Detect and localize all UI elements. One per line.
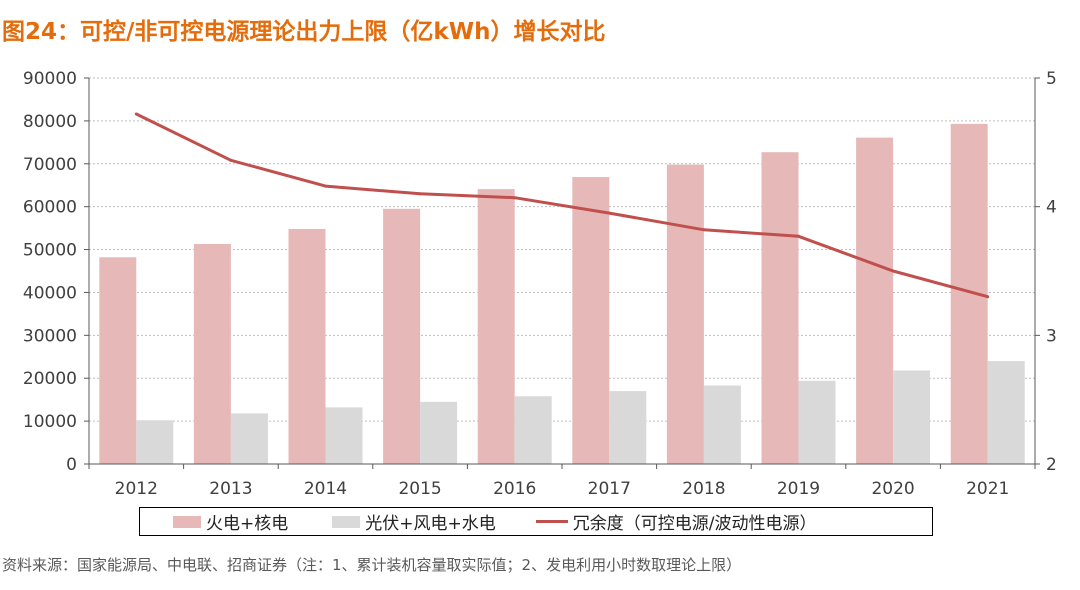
legend-swatch-renewables xyxy=(332,515,361,528)
point-redundancy xyxy=(702,228,706,232)
bar-renewables xyxy=(987,361,1025,464)
point-redundancy xyxy=(797,234,800,238)
right-axis-tick-label: 5 xyxy=(1046,69,1057,89)
right-axis-tick-label: 2 xyxy=(1046,455,1057,475)
bar-thermal-nuclear xyxy=(572,177,610,464)
legend-label-thermal-nuclear: 火电+核电 xyxy=(206,514,289,534)
bar-renewables xyxy=(893,370,931,464)
x-axis-tick-label: 2017 xyxy=(588,479,631,499)
left-axis-tick-label: 50000 xyxy=(23,241,77,261)
bar-thermal-nuclear xyxy=(761,152,799,464)
right-axis-tick-label: 3 xyxy=(1046,326,1057,346)
x-axis-tick-label: 2016 xyxy=(493,479,536,499)
left-axis-tick-label: 20000 xyxy=(23,369,77,389)
left-axis-tick-label: 70000 xyxy=(23,155,77,175)
left-axis-tick-label: 0 xyxy=(66,455,77,475)
point-redundancy xyxy=(986,295,990,299)
legend-item-redundancy: 冗余度（可控电源/波动性电源） xyxy=(535,509,817,534)
bar-thermal-nuclear xyxy=(666,164,704,464)
legend-item-renewables: 光伏+风电+水电 xyxy=(332,509,496,534)
legend-swatch-thermal-nuclear xyxy=(173,515,201,528)
x-axis-tick-label: 2015 xyxy=(398,479,441,499)
left-axis-tick-label: 90000 xyxy=(23,69,77,89)
left-axis-tick-label: 80000 xyxy=(23,112,77,132)
point-redundancy xyxy=(607,211,611,215)
bar-thermal-nuclear xyxy=(856,137,894,465)
x-axis-tick-label: 2019 xyxy=(777,479,820,499)
bar-thermal-nuclear xyxy=(477,189,515,465)
left-axis-tick-label: 10000 xyxy=(23,412,77,432)
legend-label-redundancy: 冗余度（可控电源/波动性电源） xyxy=(572,514,817,534)
point-redundancy xyxy=(513,196,517,200)
legend-label-renewables: 光伏+风电+水电 xyxy=(365,514,496,534)
x-axis-tick-label: 2020 xyxy=(871,479,914,499)
x-axis-tick-label: 2014 xyxy=(304,479,347,499)
bar-thermal-nuclear xyxy=(193,243,231,464)
bar-renewables xyxy=(136,420,174,464)
bar-renewables xyxy=(609,391,647,464)
bar-renewables xyxy=(230,413,268,464)
combo-chart: 0 10000 20000 30000 40000 50000 60000 70000 8000… xyxy=(23,69,1057,499)
left-axis-tick-label: 40000 xyxy=(23,283,77,303)
point-redundancy xyxy=(418,192,422,196)
left-axis-tick-label: 30000 xyxy=(23,326,77,346)
chart-legend: 火电+核电 光伏+风电+水电 冗余度（可控电源/波动性电源） xyxy=(139,507,933,536)
x-axis-tick-label: 2018 xyxy=(682,479,725,499)
chart-title: 图24：可控/非可控电源理论出力上限（亿kWh）增长对比 xyxy=(2,19,606,45)
legend-item-thermal-nuclear: 火电+核电 xyxy=(173,509,288,534)
point-redundancy xyxy=(891,269,895,273)
bar-renewables xyxy=(703,385,741,464)
bar-renewables xyxy=(420,401,458,464)
x-axis-tick-label: 2021 xyxy=(966,479,1009,499)
bar-renewables xyxy=(798,380,836,464)
line-redundancy xyxy=(135,112,989,299)
bar-renewables xyxy=(325,407,363,464)
legend-swatch-redundancy xyxy=(535,520,568,523)
x-axis-tick-label: 2012 xyxy=(115,479,158,499)
x-axis-tick-label: 2013 xyxy=(209,479,252,499)
bar-thermal-nuclear xyxy=(288,228,326,464)
point-redundancy xyxy=(324,184,327,188)
bar-renewables xyxy=(514,396,552,464)
point-redundancy xyxy=(229,158,233,162)
left-axis-tick-label: 60000 xyxy=(23,198,77,218)
point-redundancy xyxy=(134,112,138,116)
bar-thermal-nuclear xyxy=(383,208,421,464)
bar-thermal-nuclear xyxy=(99,257,137,464)
source-note: 资料来源：国家能源局、中电联、招商证券（注：1、累计装机容量取实际值；2、发电利… xyxy=(2,556,742,574)
right-axis-tick-label: 4 xyxy=(1046,198,1057,218)
